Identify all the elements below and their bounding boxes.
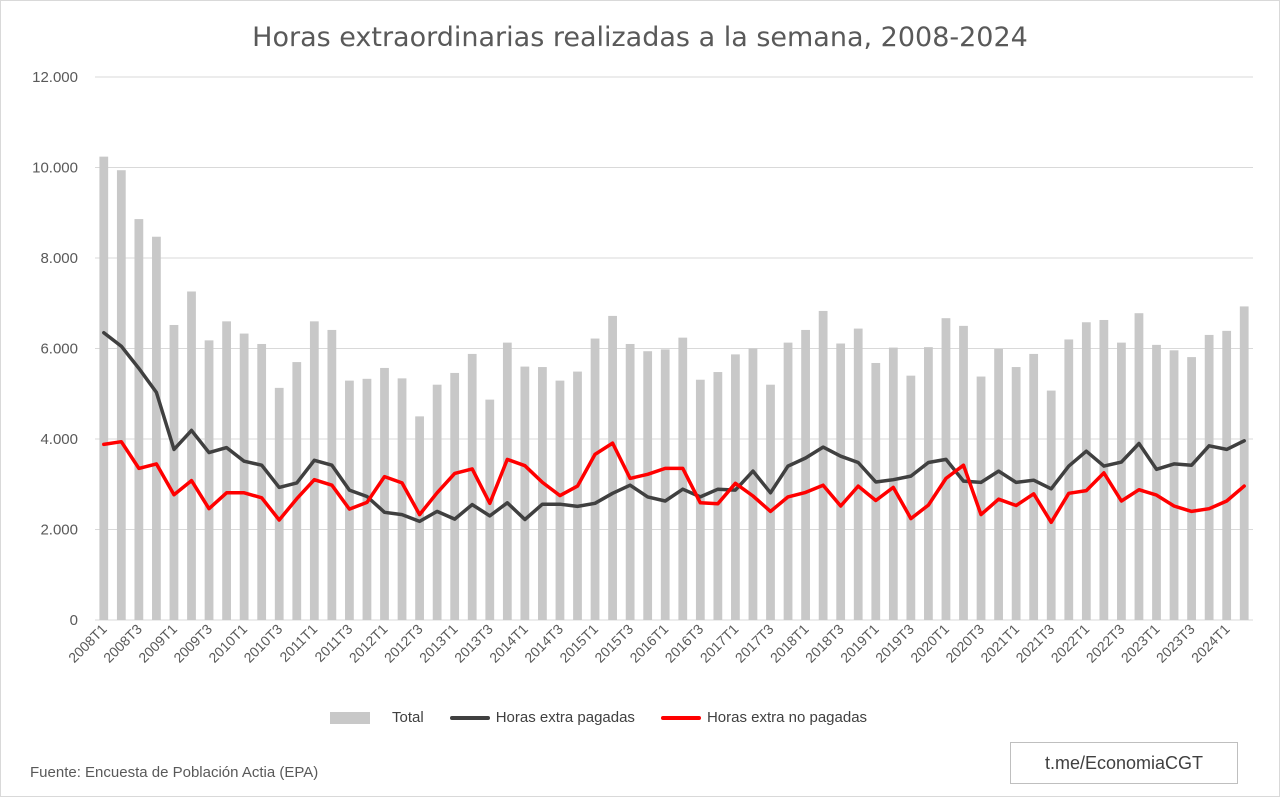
x-tick-label: 2024T1 — [1188, 621, 1233, 666]
bar-total — [573, 371, 582, 620]
source-note: Fuente: Encuesta de Población Actia (EPA… — [30, 764, 319, 781]
bar-total — [1011, 367, 1021, 620]
y-tick-label: 2.000 — [40, 522, 78, 539]
bar-total — [608, 315, 617, 620]
bar-total — [1064, 339, 1074, 620]
bar-total — [1169, 350, 1179, 620]
legend-swatch-pagadas — [449, 715, 490, 720]
bar-total — [888, 347, 898, 620]
gridlines — [95, 76, 1253, 621]
y-axis-ticks: 0 2.000 4.000 6.000 8.000 10.000 12.000 — [32, 69, 78, 629]
y-tick-label: 0 — [70, 612, 78, 629]
bar-total — [520, 366, 530, 620]
legend: Total Horas extra pagadas Horas extra no… — [330, 709, 893, 726]
chart-title: Horas extraordinarias realizadas a la se… — [252, 22, 1028, 53]
bar-total — [309, 321, 319, 620]
bar-total — [99, 156, 109, 620]
bar-total — [994, 348, 1003, 620]
bar-total — [380, 367, 389, 620]
bar-total — [1187, 357, 1196, 620]
x-tick-label: 2011T1 — [276, 621, 320, 665]
bar-total — [327, 329, 337, 620]
bar-total — [924, 347, 933, 620]
legend-swatch-no-pagadas — [660, 715, 701, 720]
bar-total — [713, 372, 723, 620]
bar-total — [643, 351, 653, 620]
bar-total — [836, 343, 846, 620]
bar-total — [555, 380, 565, 620]
bar-total — [485, 399, 495, 620]
bar-total — [467, 353, 477, 620]
bar-total — [169, 324, 179, 620]
bar-total — [660, 349, 670, 620]
bar-total — [853, 328, 863, 620]
y-tick-label: 6.000 — [40, 341, 78, 358]
bar-total — [432, 384, 442, 620]
bar-total — [239, 333, 249, 620]
bar-total — [1204, 334, 1214, 620]
bars-total — [99, 156, 1249, 621]
bar-total — [818, 310, 828, 620]
credit-text: t.me/EconomiaCGT — [1044, 752, 1204, 773]
bar-total — [204, 340, 214, 620]
bar-total — [941, 318, 951, 620]
bar-total — [450, 372, 460, 620]
bar-total — [748, 348, 758, 620]
legend-label-total: Total — [392, 709, 424, 726]
bar-total — [1099, 319, 1109, 620]
bar-total — [502, 342, 512, 620]
y-tick-label: 10.000 — [32, 160, 78, 177]
bar-total — [783, 342, 793, 620]
bar-total — [1046, 390, 1056, 620]
bar-total — [116, 170, 126, 620]
legend-item-no-pagadas: Horas extra no pagadas — [660, 709, 868, 726]
bar-total — [1222, 330, 1232, 620]
bar-total — [152, 236, 161, 621]
bar-total — [766, 384, 775, 620]
bar-total — [976, 376, 986, 620]
x-tick-label: 2010T3 — [240, 621, 285, 666]
bar-total — [187, 291, 196, 620]
legend-item-total: Total — [330, 709, 424, 726]
bar-total — [871, 362, 881, 620]
bar-total — [590, 338, 600, 620]
credit-box[interactable]: t.me/EconomiaCGT — [1010, 742, 1238, 784]
y-tick-label: 12.000 — [32, 69, 78, 86]
bar-total — [345, 380, 354, 620]
y-tick-label: 4.000 — [40, 431, 78, 448]
bar-total — [625, 343, 635, 620]
bar-total — [731, 354, 740, 620]
bar-total — [292, 362, 302, 620]
bar-total — [1134, 313, 1144, 620]
bar-total — [415, 416, 424, 620]
legend-label-no-pagadas: Horas extra no pagadas — [706, 709, 868, 726]
bar-total — [906, 375, 916, 620]
bar-total — [1081, 322, 1091, 620]
bar-total — [1239, 306, 1249, 620]
bar-total — [1117, 342, 1126, 620]
bar-total — [959, 325, 968, 620]
bar-total — [801, 329, 810, 620]
legend-item-pagadas: Horas extra pagadas — [449, 709, 635, 726]
y-tick-label: 8.000 — [40, 250, 78, 267]
line-horas-extra-pagadas — [102, 330, 1246, 524]
x-axis-ticks: 2008T12008T32009T12009T32010T12010T32011… — [65, 621, 1233, 666]
bar-total — [222, 321, 231, 620]
bar-total — [397, 378, 407, 620]
legend-label-pagadas: Horas extra pagadas — [495, 709, 635, 726]
bar-total — [257, 343, 267, 620]
bar-total — [538, 367, 547, 620]
bar-total — [678, 337, 688, 620]
bar-total — [1029, 353, 1039, 620]
bar-total — [134, 219, 144, 620]
line-horas-extra-no-pagadas — [102, 439, 1246, 525]
bar-total — [274, 387, 284, 620]
series-lines — [102, 330, 1246, 525]
bar-total — [1152, 344, 1161, 620]
legend-swatch-total — [330, 711, 370, 724]
